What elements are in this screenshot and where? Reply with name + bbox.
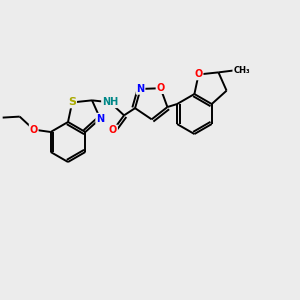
Text: CH₃: CH₃: [233, 66, 250, 75]
Text: O: O: [30, 124, 38, 135]
Text: S: S: [68, 98, 76, 107]
Text: N: N: [136, 84, 145, 94]
Text: O: O: [109, 125, 117, 135]
Text: O: O: [156, 83, 165, 93]
Text: O: O: [194, 70, 203, 80]
Text: N: N: [96, 114, 104, 124]
Text: NH: NH: [102, 97, 118, 107]
